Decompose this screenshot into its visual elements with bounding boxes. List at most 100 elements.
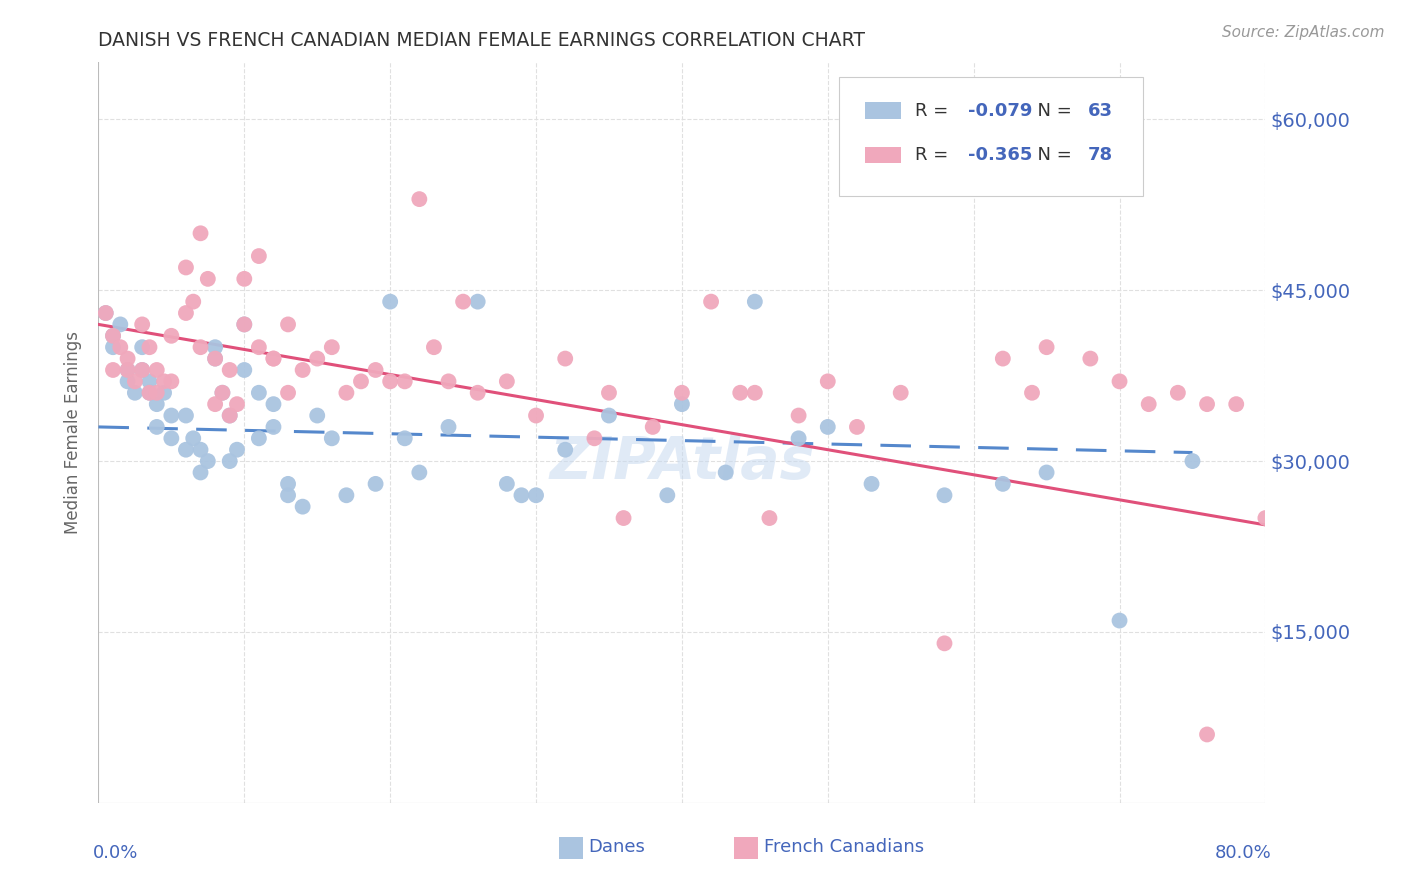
Text: 78: 78 [1088, 146, 1114, 164]
Point [1080, 351, 1102, 366]
Point [934, 488, 956, 502]
Point [233, 318, 256, 332]
Point [277, 318, 299, 332]
Point [380, 375, 402, 389]
Point [641, 420, 664, 434]
Point [510, 488, 533, 502]
Point [962, 146, 984, 161]
Point [204, 351, 226, 366]
Point [211, 385, 233, 400]
Point [350, 375, 373, 389]
FancyBboxPatch shape [560, 837, 582, 859]
Point [1137, 397, 1160, 411]
Point [233, 272, 256, 286]
Point [110, 340, 132, 354]
Point [335, 488, 357, 502]
Point [291, 500, 314, 514]
Point [335, 385, 357, 400]
Point [190, 442, 212, 457]
Point [124, 375, 146, 389]
Point [380, 294, 402, 309]
Point [146, 397, 169, 411]
Point [321, 340, 343, 354]
Point [991, 476, 1014, 491]
Point [496, 375, 519, 389]
Point [262, 420, 284, 434]
Point [1195, 397, 1218, 411]
Point [174, 260, 197, 275]
Point [197, 272, 219, 286]
Point [101, 340, 124, 354]
Point [787, 409, 810, 423]
Point [131, 318, 153, 332]
Point [1108, 375, 1130, 389]
Point [146, 385, 169, 400]
Point [117, 375, 139, 389]
Point [247, 385, 270, 400]
Point [554, 351, 576, 366]
Point [598, 385, 620, 400]
Point [101, 328, 124, 343]
Point [730, 385, 752, 400]
Point [934, 636, 956, 650]
Point [160, 431, 183, 445]
Point [117, 351, 139, 366]
Point [190, 340, 212, 354]
Text: Source: ZipAtlas.com: Source: ZipAtlas.com [1222, 25, 1385, 40]
Point [110, 318, 132, 332]
Point [364, 476, 387, 491]
Point [218, 454, 240, 468]
Point [204, 340, 226, 354]
Point [307, 351, 329, 366]
Point [1181, 454, 1204, 468]
Point [277, 385, 299, 400]
Point [247, 431, 270, 445]
Point [890, 385, 912, 400]
Point [671, 397, 693, 411]
Point [247, 249, 270, 263]
Point [321, 431, 343, 445]
Point [190, 227, 212, 241]
Point [394, 431, 416, 445]
Point [181, 431, 204, 445]
Point [364, 363, 387, 377]
Point [744, 385, 766, 400]
FancyBboxPatch shape [734, 837, 758, 859]
Point [94, 306, 117, 320]
Point [211, 385, 233, 400]
Text: 0.0%: 0.0% [93, 844, 138, 862]
Point [181, 294, 204, 309]
Point [423, 340, 446, 354]
Point [174, 409, 197, 423]
Point [1225, 397, 1247, 411]
Point [860, 476, 883, 491]
Point [714, 466, 737, 480]
Point [131, 340, 153, 354]
Point [1195, 727, 1218, 741]
Point [787, 431, 810, 445]
Point [524, 409, 547, 423]
Point [247, 340, 270, 354]
Point [262, 351, 284, 366]
Point [153, 385, 176, 400]
Point [408, 192, 430, 206]
Point [467, 385, 489, 400]
Point [598, 409, 620, 423]
Point [131, 363, 153, 377]
Point [138, 340, 160, 354]
Text: N =: N = [1026, 102, 1077, 120]
Point [204, 351, 226, 366]
FancyBboxPatch shape [865, 103, 901, 119]
Point [524, 488, 547, 502]
Point [1108, 614, 1130, 628]
Point [262, 397, 284, 411]
Point [671, 385, 693, 400]
Point [218, 409, 240, 423]
Point [612, 511, 634, 525]
Point [307, 409, 329, 423]
Point [174, 306, 197, 320]
Point [226, 442, 249, 457]
Point [226, 397, 249, 411]
Text: Danes: Danes [589, 838, 645, 856]
Y-axis label: Median Female Earnings: Median Female Earnings [65, 331, 83, 534]
